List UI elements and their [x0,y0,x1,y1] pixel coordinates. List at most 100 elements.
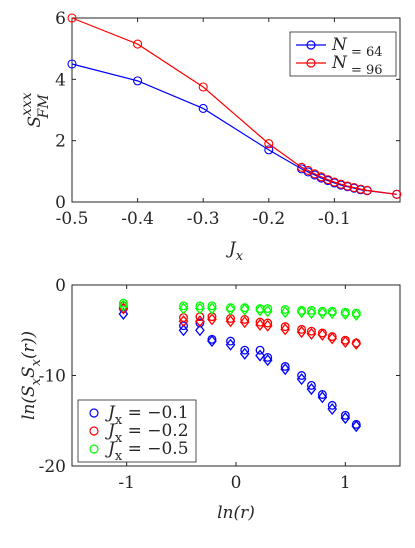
diamond-point [280,306,291,319]
label-part: x [29,358,44,366]
point [67,59,77,69]
x-tick-label: -0.1 [318,209,351,229]
diamond-point [225,338,236,351]
point [280,304,290,314]
point [342,181,353,191]
diamond-point [296,373,307,386]
label-part: S [19,366,39,378]
diamond-point [262,319,273,332]
diamond-point [239,316,250,329]
diamond-point [262,354,273,367]
legend-marker [306,58,316,68]
legend-label: N = 96 [331,53,383,78]
point [133,76,143,86]
diamond-point [296,326,307,339]
label-part: = 64 [347,45,383,60]
x-tick-label: -0.3 [187,209,220,229]
label-part: (r)) [19,331,39,359]
y-tick-label: 0 [55,193,66,213]
point [263,304,273,313]
point [179,301,188,311]
x-tick-label: 1 [340,473,351,493]
diamond-point [195,324,205,337]
label-part: J [105,439,116,459]
diamond-point [239,347,250,360]
x-tick-label: -1 [118,473,135,493]
point [306,305,316,315]
x-tick-label: -0.5 [56,209,89,229]
label-part: xxx [19,92,35,116]
legend-label: Jx = −0.5 [105,439,189,464]
x-tick-label: 0 [231,473,242,493]
diamond-point [317,307,328,320]
point [263,318,273,328]
diamond-point [351,308,362,321]
label-part: x [115,449,123,464]
point [198,103,208,114]
label-part: = 96 [347,63,383,78]
legend-label: Jx = −0.2 [105,421,189,446]
diamond-point [327,332,338,345]
legend-marker [89,408,99,418]
diamond-point [178,324,189,337]
diamond-point [118,299,129,312]
label-part: ln(r) [217,503,255,523]
diamond-point [351,420,362,433]
y-axis-label: SxxxFM [19,92,52,127]
label-part: N [331,53,348,73]
point [297,371,307,380]
label-part: x [29,377,44,385]
legend-label: N = 64 [331,35,383,60]
label-part: x [115,413,123,428]
label-part: J [105,421,116,441]
point [264,139,274,149]
point [226,336,235,346]
diamond-point [296,306,307,319]
diamond-point [195,302,205,315]
diamond-point [255,318,265,331]
point [340,410,350,420]
y-tick-label: 0 [55,276,66,296]
diamond-point [306,383,317,396]
label-part: FM [36,94,52,120]
point [195,301,205,311]
point [329,177,339,187]
label-part: = −0.1 [122,403,188,423]
legend-marker [306,40,316,50]
diamond-point [239,303,250,316]
y-axis-label: ln(SxSx(r)) [19,331,44,420]
diamond-point [207,302,217,315]
point [198,82,208,92]
label-part: = −0.2 [122,421,188,441]
point [362,185,372,195]
point [306,381,316,390]
point [118,298,128,308]
legend-box [289,31,397,77]
diamond-point [225,303,236,316]
diamond-point [280,363,291,376]
diamond-point [327,402,338,416]
point [323,175,333,185]
point [240,345,250,355]
diamond-point [262,305,273,318]
point [356,184,366,194]
y-tick-label: -10 [39,367,66,387]
diamond-point [306,327,317,340]
point [280,362,290,371]
point [255,345,265,355]
label-part: J [105,403,116,423]
x-tick-label: -0.2 [252,209,285,229]
label-part: x [236,249,244,264]
diamond-point [317,391,328,404]
diamond-point [178,315,189,328]
point [349,183,359,193]
diamond-point [178,302,189,315]
diamond-point [118,307,129,321]
diamond-point [317,328,328,341]
x-tick-label: -0.4 [121,209,154,229]
point [336,179,346,189]
point [67,13,77,23]
legend-marker [89,444,99,454]
point [207,301,217,311]
